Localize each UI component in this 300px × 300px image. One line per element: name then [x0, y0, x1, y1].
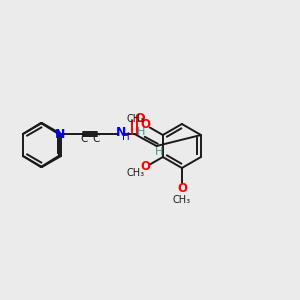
Text: CH₃: CH₃ — [173, 195, 191, 205]
Text: H: H — [154, 147, 163, 157]
Text: O: O — [140, 160, 151, 173]
Text: H: H — [122, 132, 130, 142]
Text: N: N — [116, 127, 126, 140]
Text: O: O — [134, 112, 145, 124]
Text: CH₃: CH₃ — [126, 114, 144, 124]
Text: CH₃: CH₃ — [126, 168, 144, 178]
Text: N: N — [54, 128, 65, 140]
Text: H: H — [136, 127, 145, 137]
Text: O: O — [177, 182, 187, 194]
Text: C: C — [92, 134, 99, 145]
Text: O: O — [140, 118, 151, 131]
Text: C: C — [80, 134, 87, 145]
